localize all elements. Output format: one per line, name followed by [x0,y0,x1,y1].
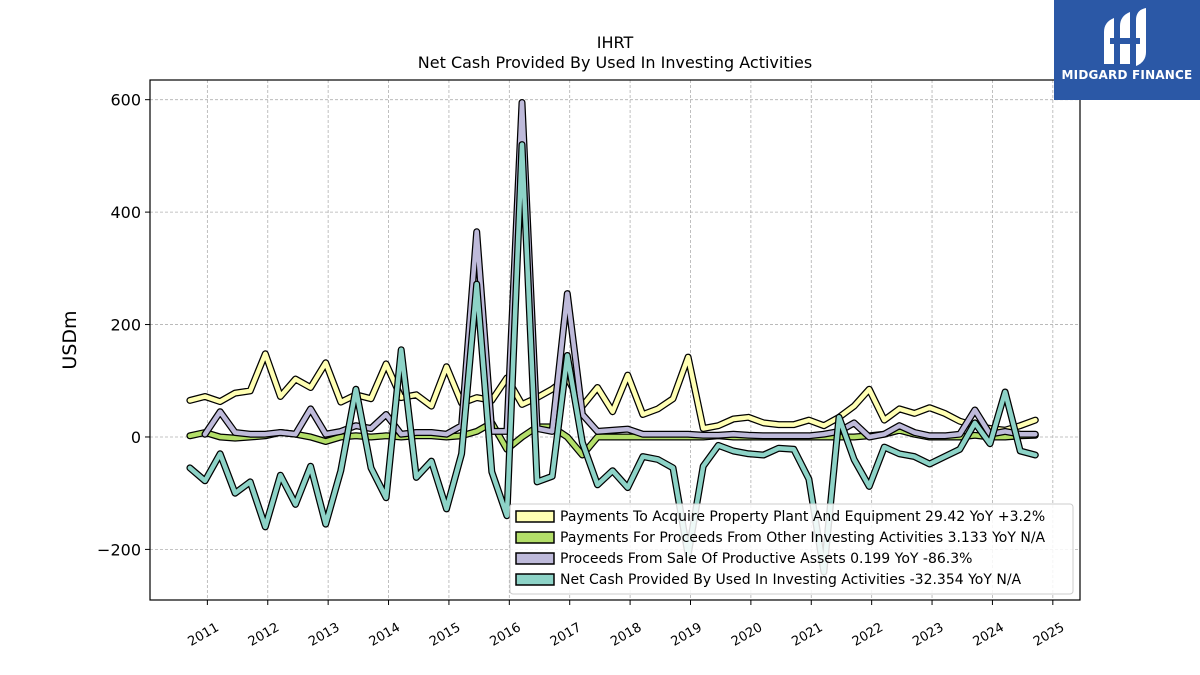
x-tick-label: 2020 [729,620,765,650]
y-tick-label: 600 [110,91,141,110]
x-tick-label: 2012 [246,620,282,650]
x-tick-label: 2025 [1031,620,1067,650]
y-tick-label: −200 [97,540,141,559]
x-tick-label: 2014 [367,620,403,650]
plot-frame [149,79,1081,601]
legend-swatch [515,552,555,565]
x-tick-label: 2017 [548,620,584,650]
legend-box [509,503,1074,595]
legend-swatch [515,573,555,586]
legend-swatch [515,531,555,544]
legend: Payments To Acquire Property Plant And E… [509,503,1074,595]
x-axis: 2011 2012 2013 2014 2015 2016 2017 2018 2019 2020… [186,600,1067,650]
x-tick-label: 2013 [306,620,342,650]
legend-entry: Proceeds From Sale Of Productive Assets … [560,551,972,567]
legend-entry: Net Cash Provided By Used In Investing A… [560,572,1022,588]
brand-name: MIDGARD FINANCE [1061,68,1193,82]
x-tick-label: 2023 [910,620,946,650]
x-tick-label: 2018 [608,620,644,650]
grid [150,80,1080,600]
x-tick-label: 2021 [789,620,825,650]
series-line [187,142,1038,575]
x-tick-label: 2011 [186,620,222,650]
y-axis-label: USDm [59,310,81,369]
series-line [202,100,1038,440]
series-line [187,351,1038,433]
x-tick-label: 2024 [971,620,1007,650]
legend-swatch [515,510,555,523]
x-tick-label: 2022 [850,620,886,650]
x-tick-label: 2015 [427,620,463,650]
series-3 [186,141,1039,576]
series-0 [186,350,1039,434]
series-2 [201,99,1039,441]
legend-entry: Payments For Proceeds From Other Investi… [560,530,1046,546]
x-tick-label: 2016 [487,620,523,650]
y-axis: −200 0 200 400 600 [97,91,150,559]
legend-entry: Payments To Acquire Property Plant And E… [560,509,1045,525]
y-tick-label: 200 [110,316,141,335]
plot-series [186,99,1039,576]
x-tick-label: 2019 [669,620,705,650]
midgard-logo-icon [1104,8,1146,66]
brand-logo: MIDGARD FINANCE [1054,0,1200,100]
chart-subtitle: Net Cash Provided By Used In Investing A… [418,53,812,72]
y-tick-label: 0 [131,428,141,447]
y-tick-label: 400 [110,203,141,222]
chart-title: IHRT [597,33,634,52]
